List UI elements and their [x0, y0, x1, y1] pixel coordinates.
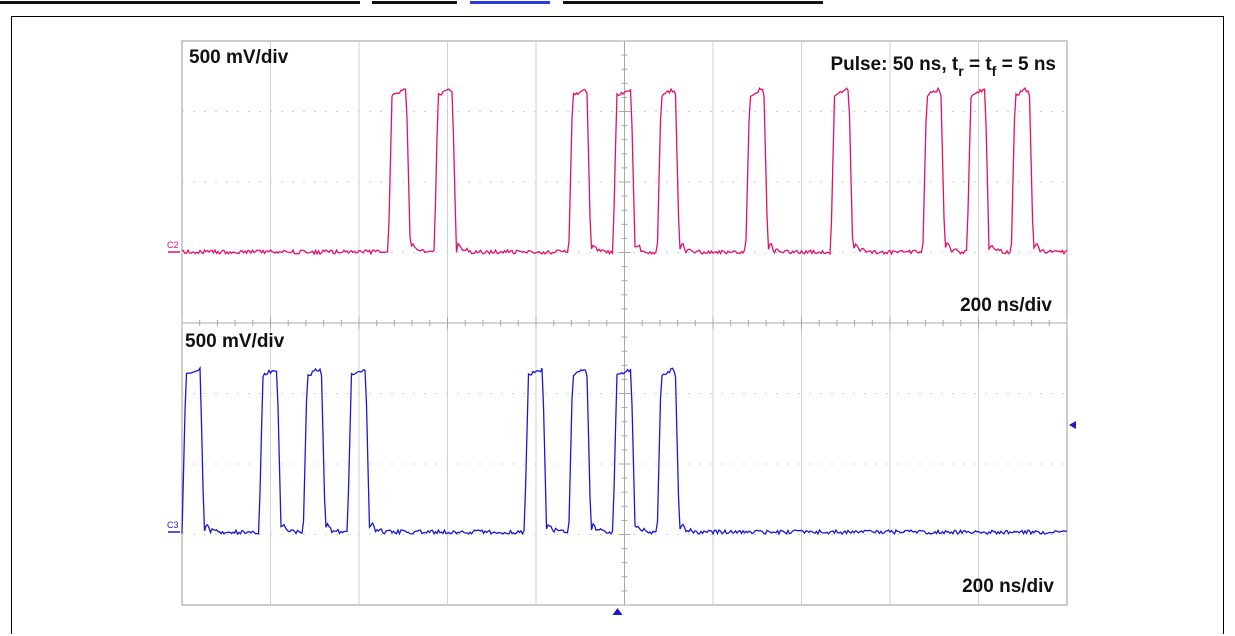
labels: 500 mV/div Pulse: 50 ns, tr = tf = 5 ns … — [185, 47, 1056, 597]
header-fragment — [0, 0, 1235, 12]
traces — [181, 86, 1068, 536]
header-link-fragment — [470, 1, 550, 4]
ch3-scale-label: 500 mV/div — [185, 331, 285, 352]
markers: C2 C3 — [167, 240, 1076, 615]
trigger-level-marker — [1069, 421, 1076, 429]
figure-frame — [11, 16, 1224, 634]
trace-c2 — [181, 86, 1068, 256]
trigger-position-marker — [612, 608, 623, 615]
header-text-fragment — [372, 1, 457, 4]
ch3-time-label: 200 ns/div — [962, 576, 1054, 597]
channel-id-label: C3 — [167, 520, 179, 530]
header-text-fragment — [563, 1, 823, 4]
header-text-fragment — [0, 1, 360, 4]
channel-id-label: C2 — [167, 240, 179, 250]
header-fragment-text — [0, 1, 823, 4]
grid — [181, 40, 1068, 606]
pulse-annotation: Pulse: 50 ns, tr = tf = 5 ns — [830, 54, 1056, 79]
ch2-time-label: 200 ns/div — [960, 295, 1052, 316]
trace-c3 — [181, 365, 1068, 536]
ch2-scale-label: 500 mV/div — [189, 47, 289, 68]
